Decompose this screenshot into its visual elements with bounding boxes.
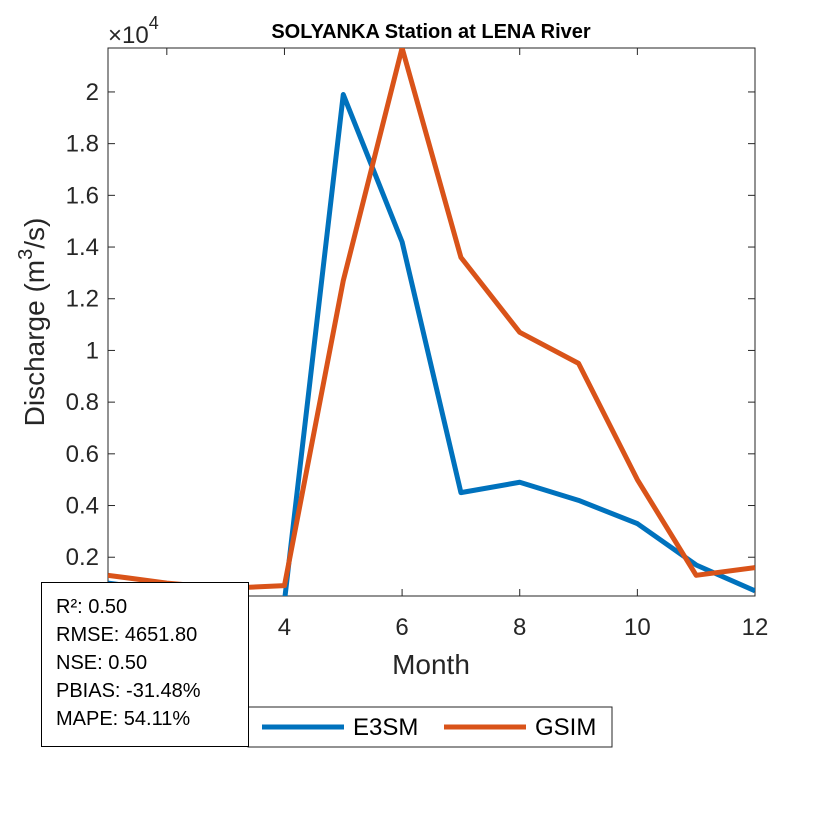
y-tick-label: 1.8: [66, 131, 99, 158]
plot-area: [107, 47, 756, 597]
y-tick-label: 1.4: [66, 234, 99, 261]
y-tick-label: 2: [86, 79, 99, 106]
stat-r2: R²: 0.50: [56, 596, 128, 618]
stat-mape: MAPE: 54.11%: [56, 708, 191, 730]
y-tick-label: 1.6: [66, 182, 99, 209]
y-exponent-label: ×104: [108, 13, 159, 49]
y-exponent-base: ×10: [108, 22, 149, 49]
tick-group: 246810120.20.40.60.811.21.41.61.82: [66, 48, 769, 641]
stat-pbias: PBIAS: -31.48%: [56, 680, 201, 702]
y-axis-label: Discharge (m3/s): [15, 218, 50, 427]
x-tick-label: 6: [395, 614, 408, 641]
series-line-e3sm: [108, 92, 755, 596]
stat-rmse: RMSE: 4651.80: [56, 624, 198, 646]
legend: E3SM GSIM: [247, 706, 613, 748]
y-tick-label: 1.2: [66, 286, 99, 313]
x-tick-label: 10: [624, 614, 651, 641]
y-axis-label-tail: /s): [19, 218, 50, 249]
y-tick-label: 0.8: [66, 389, 99, 416]
y-exponent-power: 4: [149, 13, 159, 33]
y-axis-label-sup: 3: [15, 249, 37, 260]
x-tick-label: 8: [513, 614, 526, 641]
x-tick-label: 4: [278, 614, 291, 641]
y-tick-label: 0.2: [66, 544, 99, 571]
x-tick-label: 12: [742, 614, 769, 641]
x-axis-label: Month: [392, 649, 470, 680]
y-tick-label: 1: [86, 337, 99, 364]
legend-label-gsim: GSIM: [535, 714, 596, 741]
chart-title: SOLYANKA Station at LENA River: [271, 21, 591, 43]
legend-label-e3sm: E3SM: [353, 714, 418, 741]
y-tick-label: 0.6: [66, 441, 99, 468]
stats-box: R²: 0.50 RMSE: 4651.80 NSE: 0.50 PBIAS: …: [41, 582, 249, 747]
y-tick-label: 0.4: [66, 493, 99, 520]
y-axis-label-main: Discharge (m: [19, 260, 50, 426]
stat-nse: NSE: 0.50: [56, 652, 148, 674]
